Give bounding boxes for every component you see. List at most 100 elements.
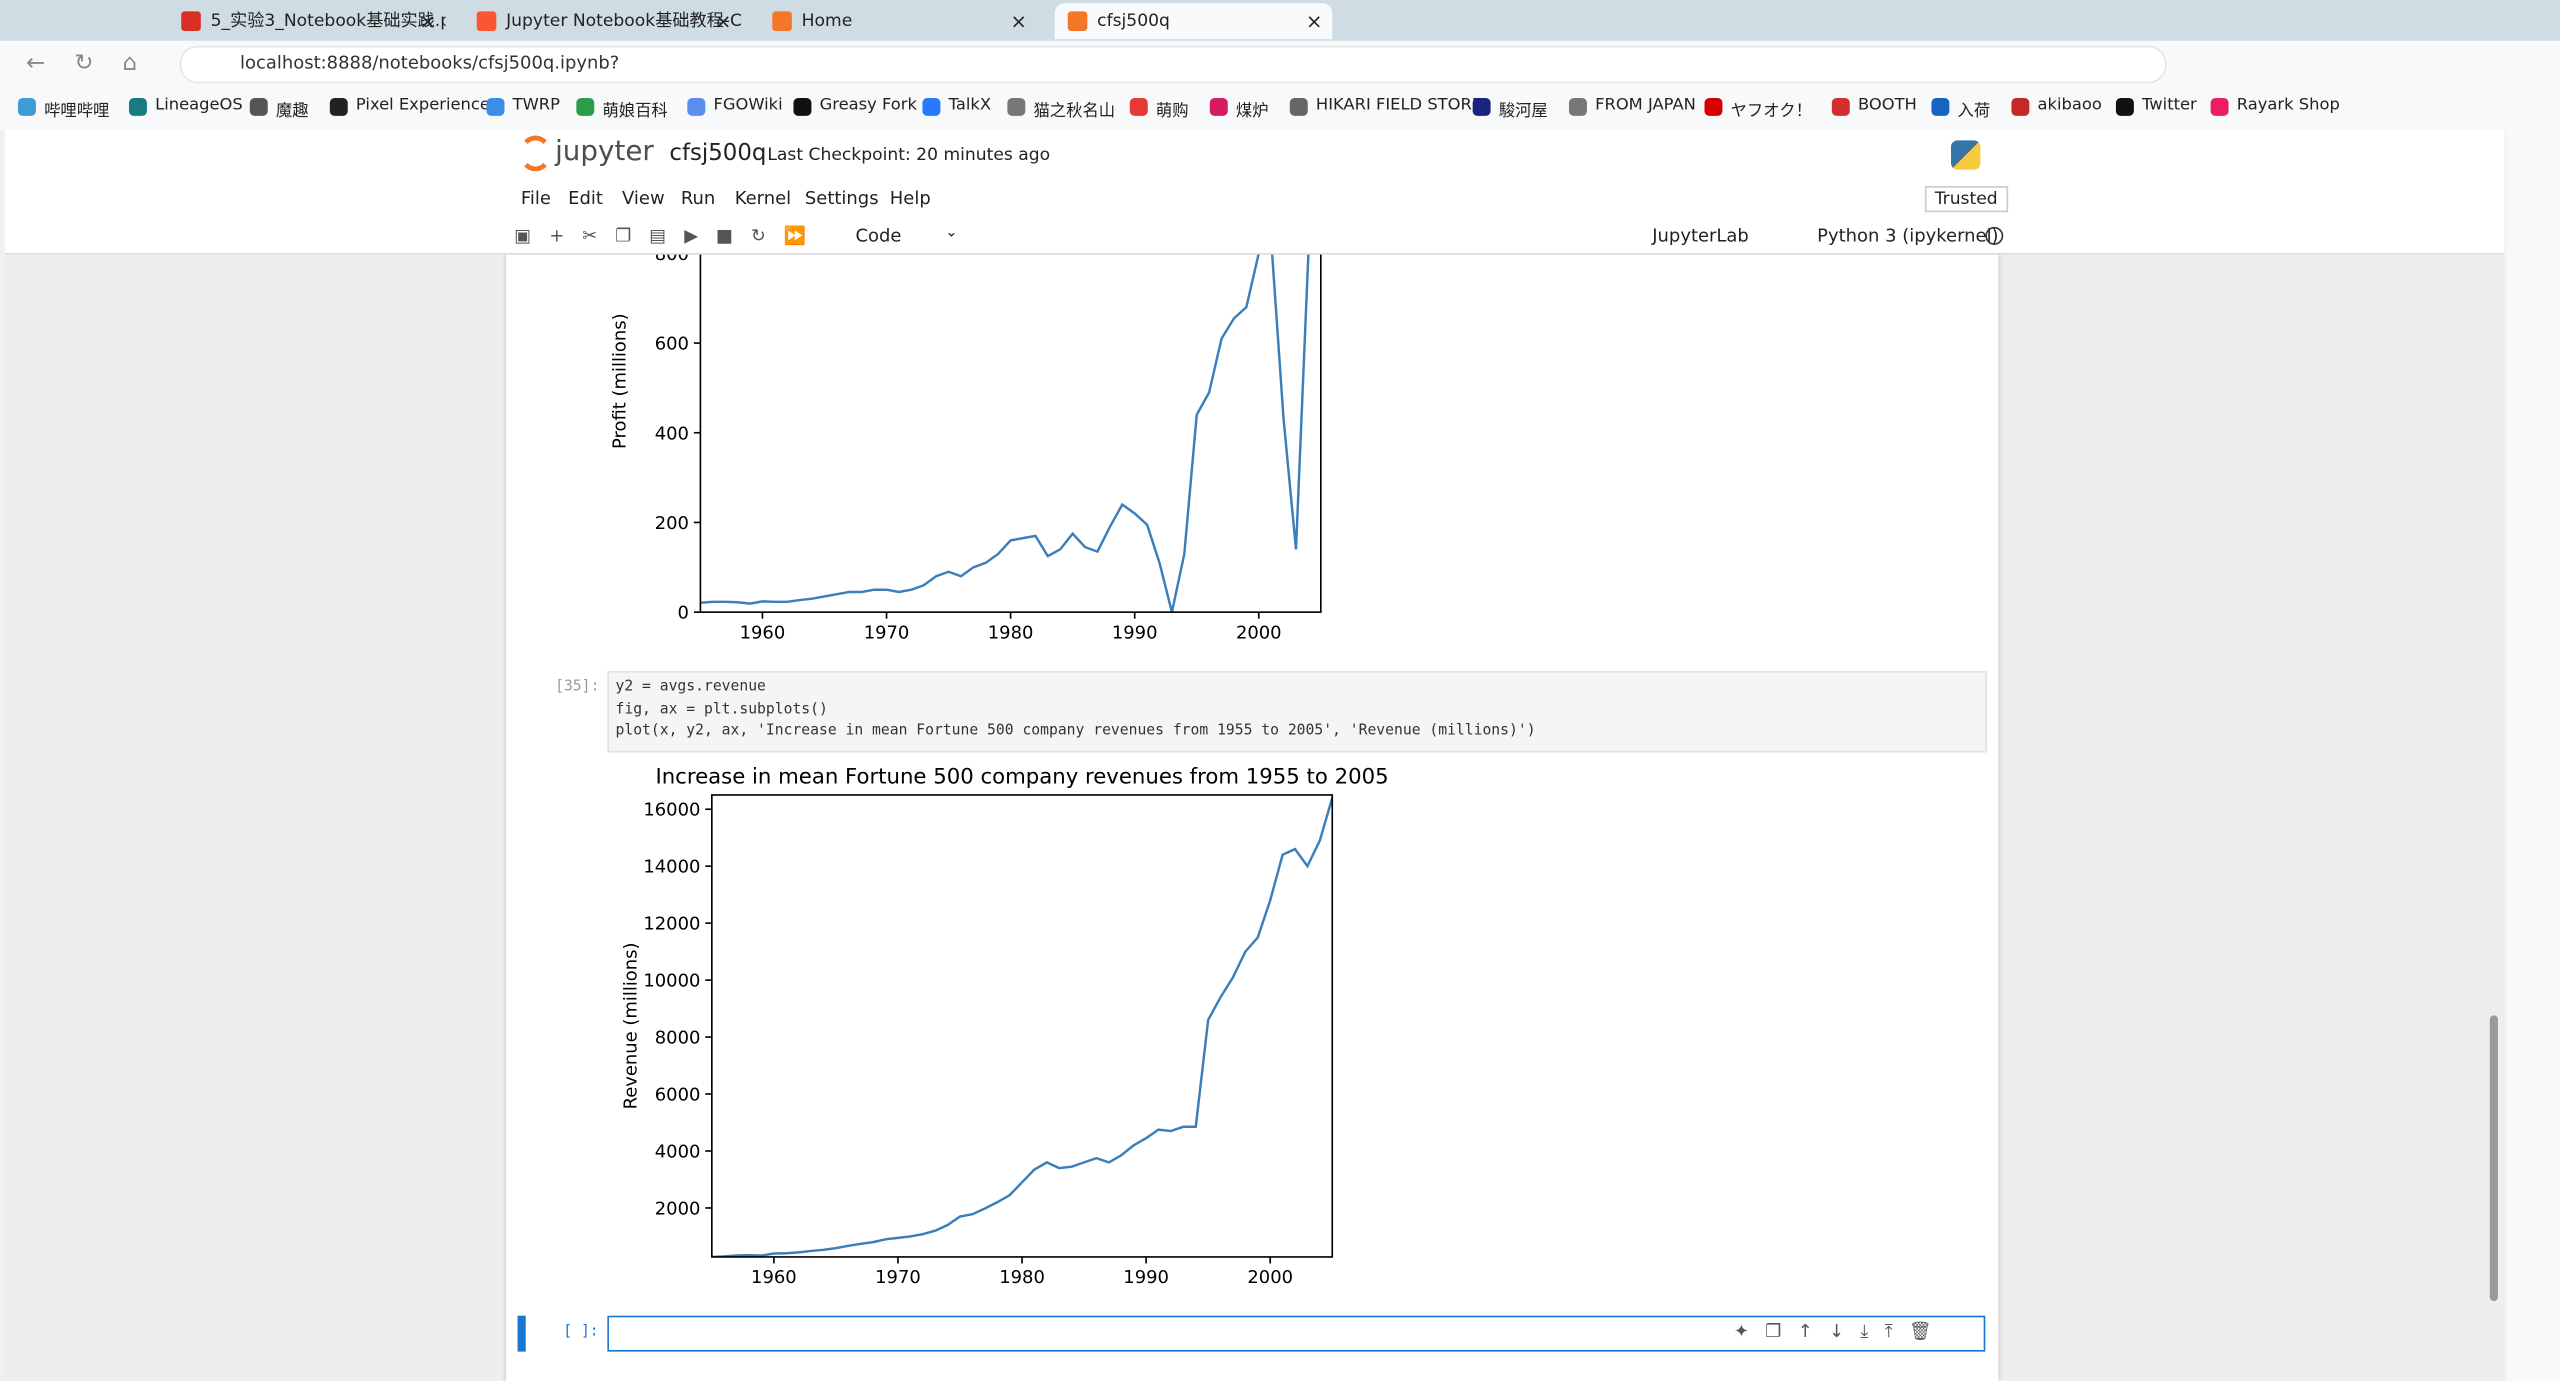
bookmark[interactable]: 魔趣 — [249, 96, 309, 121]
kernel[interactable]: Python 3 (ipykernel) — [1817, 225, 1999, 247]
bookmark[interactable]: ヤフオク！ — [1704, 96, 1812, 121]
x-tick-label: 1960 — [740, 622, 786, 643]
bookmark[interactable]: 煤炉 — [1209, 96, 1269, 121]
menu-item-text: Kernel — [734, 187, 792, 209]
bookmark-text: TWRP — [512, 96, 560, 115]
tab-text: cfsj500q — [1097, 11, 1170, 32]
bookmark[interactable]: FGOWiki — [687, 96, 783, 116]
bookmark-text: LineageOS — [155, 96, 243, 115]
x-tick-label: 1990 — [1112, 622, 1158, 643]
python-logo — [1951, 140, 1981, 170]
bookmark[interactable]: LineageOS — [128, 96, 243, 116]
cell-type[interactable]: Code — [855, 225, 902, 247]
y-tick-label: 16000 — [643, 800, 700, 821]
url[interactable]: localhost:8888/notebooks/cfsj500q.ipynb? — [239, 52, 620, 74]
empty-cell-input[interactable] — [607, 1315, 1986, 1352]
code-input[interactable] — [607, 670, 1987, 753]
y-tick-label: 600 — [655, 334, 689, 355]
line — [700, 254, 1310, 613]
tab-close[interactable]: × — [1306, 9, 1323, 33]
cell-actions[interactable]: ✦❐↑↓⤓⤒🗑 — [1733, 1320, 1949, 1342]
menu-item[interactable]: Kernel — [735, 188, 791, 209]
tab-close[interactable]: × — [419, 9, 436, 33]
y-axis-label: Profit (millions) — [609, 313, 630, 449]
bookmark-text: 萌购 — [1155, 102, 1189, 121]
trusted[interactable]: Trusted — [1924, 186, 2008, 213]
bookmark[interactable]: Pixel Experience — [329, 96, 490, 116]
bookmark-text: Rayark Shop — [2236, 96, 2340, 115]
jupyterlab-link[interactable]: JupyterLab — [1652, 225, 1749, 247]
bookmark[interactable]: 萌购 — [1129, 96, 1189, 121]
address-bar[interactable] — [179, 45, 2167, 84]
notebook-name[interactable]: cfsj500q — [669, 140, 767, 167]
tab[interactable]: Home × — [759, 3, 1037, 39]
menu-item[interactable]: Edit — [568, 188, 603, 209]
plot-area: 1960 1970 1980 1990 2000 0 200 400 600 800 Profit … — [609, 244, 1389, 1288]
bookmark-text: FROM JAPAN — [1595, 96, 1696, 115]
tab[interactable]: Jupyter Notebook基础教程-CSDN× — [464, 3, 741, 39]
bookmark[interactable]: 哔哩哔哩 — [17, 96, 110, 121]
prompt: [ ]: — [563, 1323, 599, 1341]
nav-icons[interactable]: ← ↻ ⌂ — [26, 50, 138, 77]
y-tick-label: 4000 — [655, 1142, 701, 1163]
tab[interactable]: cfsj500q × — [1054, 3, 1333, 40]
bookmark-text: FGOWiki — [713, 96, 783, 115]
checkpoint: Last Checkpoint: 20 minutes ago — [767, 145, 1051, 165]
tab-text: 5_实验3_Notebook基础实践.pdf — [210, 11, 446, 32]
bookmark[interactable]: HIKARI FIELD STORE — [1289, 96, 1482, 116]
code-line: plot(x, y2, ax, 'Increase in mean Fortun… — [616, 723, 1536, 739]
bookmark[interactable]: 猫之秋名山 — [1007, 96, 1116, 121]
bookmark-text: Twitter — [2142, 96, 2197, 115]
logo-mark — [519, 135, 552, 172]
y-tick-label: 12000 — [643, 914, 700, 935]
y-tick-label: 10000 — [643, 971, 700, 992]
menu-item-text: Edit — [568, 187, 603, 209]
menu-item[interactable]: Help — [890, 188, 931, 209]
menu-item-text: Settings — [804, 187, 879, 209]
kernel-status — [1985, 226, 2004, 245]
prompt: [35]: — [555, 679, 600, 696]
code-line-text: plot(x, y2, ax, 'Increase in mean Fortun… — [615, 723, 1536, 740]
y-tick-label: 200 — [655, 513, 689, 534]
bookmark-text: ヤフオク！ — [1730, 102, 1812, 121]
notebook-scroll — [4, 254, 2505, 1381]
menu-item[interactable]: Run — [681, 188, 715, 209]
tab[interactable]: 5_实验3_Notebook基础实践.pdf × — [168, 3, 446, 39]
y-tick-label: 8000 — [655, 1028, 701, 1049]
bookmark[interactable]: TalkX — [922, 96, 991, 116]
dropdown-arrow[interactable]: ⌄ — [945, 225, 958, 242]
bookmark[interactable]: BOOTH — [1831, 96, 1917, 116]
x-tick-label: 1970 — [875, 1267, 921, 1288]
bookmark[interactable]: Greasy Fork — [793, 96, 917, 116]
bookmark-text: 魔趣 — [275, 102, 309, 121]
bookmark[interactable]: Twitter — [2115, 96, 2197, 116]
logo[interactable]: jupyter — [555, 135, 654, 169]
bookmark-text: 哔哩哔哩 — [44, 102, 110, 121]
bookmark-text: akibaoo — [2037, 96, 2102, 115]
plot-frame — [699, 254, 1322, 613]
chart-title: Increase in mean Fortune 500 company rev… — [655, 765, 1388, 790]
bookmark[interactable]: 入荷 — [1931, 96, 1990, 121]
menu-item-text: Help — [889, 187, 931, 209]
menu-item[interactable]: View — [622, 188, 665, 209]
bookmark[interactable]: TWRP — [486, 96, 560, 116]
y-tick-label: 800 — [655, 244, 689, 265]
bookmark[interactable]: Rayark Shop — [2210, 96, 2340, 116]
code-line-text: y2 = avgs.revenue — [615, 679, 766, 696]
tab-close[interactable]: × — [714, 9, 732, 33]
bookmark-text: 猫之秋名山 — [1033, 102, 1116, 121]
menu-item-text: File — [520, 187, 551, 209]
bookmark[interactable]: 駿河屋 — [1472, 96, 1548, 121]
bookmark[interactable]: FROM JAPAN — [1568, 96, 1696, 116]
code-line: fig, ax = plt.subplots() — [616, 701, 828, 717]
x-tick-label: 1980 — [999, 1267, 1045, 1288]
bookmark-text: 萌娘百科 — [602, 102, 668, 121]
bookmark[interactable]: akibaoo — [2011, 96, 2102, 116]
toolbar-icons[interactable]: ▣+✂❐▤▶■↻⏩ — [514, 225, 825, 247]
bookmark[interactable]: 萌娘百科 — [576, 96, 668, 121]
scrollbar[interactable] — [2489, 1015, 2498, 1302]
bookmark-text: 煤炉 — [1235, 102, 1269, 121]
menu-item[interactable]: File — [521, 188, 551, 209]
menu-item[interactable]: Settings — [805, 188, 879, 209]
tab-close[interactable]: × — [1010, 9, 1027, 33]
